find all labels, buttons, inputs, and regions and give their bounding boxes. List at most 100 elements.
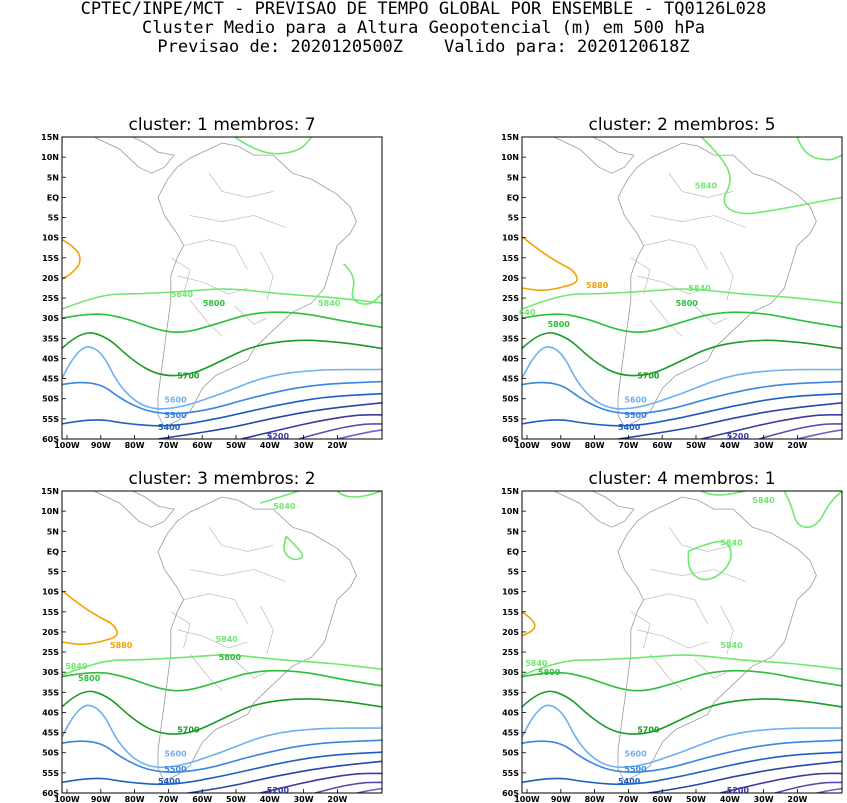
panel-title: cluster: 1 membros: 7 (128, 115, 315, 135)
contour-5200 (701, 414, 842, 439)
header-line-2: Cluster Medio para a Altura Geopotencial… (142, 18, 705, 38)
contour-5840 (522, 288, 842, 310)
contour-label: 5800 (78, 674, 101, 683)
contour-label: 5840 (720, 641, 743, 650)
lat-tick-label: 35S (42, 688, 59, 697)
lat-tick-label: 40S (42, 354, 59, 363)
country-border (643, 593, 708, 625)
lat-tick-label: 35S (502, 334, 519, 343)
lat-tick-label: 10N (501, 153, 519, 162)
lat-tick-label: 10N (41, 153, 59, 162)
contour-5840-north (700, 491, 747, 496)
contour-5200 (241, 414, 382, 439)
lat-tick-label: 5N (47, 527, 59, 536)
lat-tick-label: 30S (502, 668, 519, 677)
lat-tick-label: 15N (501, 487, 519, 496)
contour-label: 5840 (273, 502, 296, 511)
contour-label: 5840 (752, 496, 775, 505)
lat-tick-label: 40S (502, 354, 519, 363)
contour-5600 (62, 346, 382, 410)
contour-5400 (522, 392, 842, 427)
contour-label: 5840 (171, 290, 194, 299)
contour-5840-east (343, 263, 382, 305)
lon-tick-label: 40W (260, 795, 280, 803)
lat-tick-label: 30S (502, 314, 519, 323)
lon-tick-label: 30W (754, 795, 774, 803)
contour-label: 5700 (637, 372, 660, 381)
lat-tick-label: 15N (501, 133, 519, 142)
contour-label: 5880 (586, 281, 609, 290)
contour-5840 (62, 654, 382, 676)
lon-tick-label: 30W (294, 795, 314, 803)
contour-5800 (62, 311, 382, 333)
contour-label: 5500 (164, 765, 187, 774)
contour-label: 5800 (538, 668, 561, 677)
lon-tick-label: 100W (54, 441, 80, 450)
contour-5600 (522, 346, 842, 410)
country-border (649, 569, 747, 582)
contour-5840-blob (283, 535, 304, 561)
lon-tick-label: 80W (125, 795, 145, 803)
country-border (189, 215, 287, 228)
contour-5000 (797, 429, 842, 439)
contour-5700 (522, 332, 842, 377)
lon-tick-label: 40W (260, 441, 280, 450)
lat-tick-label: 25S (42, 648, 59, 657)
lat-tick-label: 50S (42, 749, 59, 758)
lat-tick-label: 45S (502, 729, 519, 738)
lat-tick-label: 10S (42, 234, 59, 243)
lat-tick-label: EQ (507, 547, 519, 556)
lon-tick-label: 30W (754, 441, 774, 450)
lon-tick-label: 50W (226, 795, 246, 803)
lon-tick-label: 70W (158, 441, 178, 450)
contour-5840 (522, 654, 842, 676)
coastline (617, 142, 817, 428)
contour-label: 5700 (177, 372, 200, 381)
contour-5840-north (260, 491, 300, 504)
central-america-coastline (93, 137, 175, 174)
lat-tick-label: 5S (508, 568, 520, 577)
map-panel-cluster-3: cluster: 3 membros: 2 15N 10N 5N EQ 5S 10S 15S 2… (20, 464, 390, 803)
lon-tick-label: 70W (618, 441, 638, 450)
panel-title: cluster: 4 membros: 1 (588, 469, 775, 489)
contour-label: 5700 (177, 726, 200, 735)
contour-label: 5800 (219, 653, 242, 662)
contour-5880 (522, 236, 578, 292)
contour-5500 (522, 739, 842, 773)
contour-5840-ne (783, 491, 842, 529)
coastline (157, 496, 357, 782)
contour-5700 (522, 690, 842, 735)
country-border (189, 299, 223, 337)
contour-5300 (617, 402, 842, 439)
country-border (630, 611, 651, 649)
lat-tick-label: 45S (42, 375, 59, 384)
contour-label: 640 (519, 308, 536, 317)
contour-label: 5840 (216, 635, 239, 644)
panel-title: cluster: 3 membros: 2 (128, 469, 315, 489)
country-border (649, 215, 747, 228)
central-america-coastline (553, 491, 635, 528)
lat-tick-label: 10N (501, 507, 519, 516)
contour-5840-north (700, 137, 842, 215)
contour-5400 (62, 751, 382, 786)
contour-5840-north (234, 137, 313, 155)
lat-tick-label: 60S (502, 789, 519, 798)
contour-label: 5500 (624, 765, 647, 774)
lon-tick-label: 70W (618, 795, 638, 803)
lon-tick-label: 60W (652, 795, 672, 803)
lat-tick-label: 5S (48, 568, 60, 577)
lat-tick-label: 50S (502, 749, 519, 758)
lat-tick-label: 40S (502, 708, 519, 717)
contour-5880 (522, 611, 536, 637)
contour-label: 5600 (624, 396, 647, 405)
lon-tick-label: 20W (787, 795, 807, 803)
lat-tick-label: 10S (502, 588, 519, 597)
contour-label: 5200 (267, 432, 290, 441)
contour-5840-ne (796, 137, 842, 161)
country-border (183, 239, 248, 271)
lat-tick-label: 10S (502, 234, 519, 243)
lat-tick-label: 45S (42, 729, 59, 738)
contour-5840-blob (687, 540, 732, 581)
contour-5100 (772, 781, 842, 793)
map-frame (521, 136, 843, 440)
